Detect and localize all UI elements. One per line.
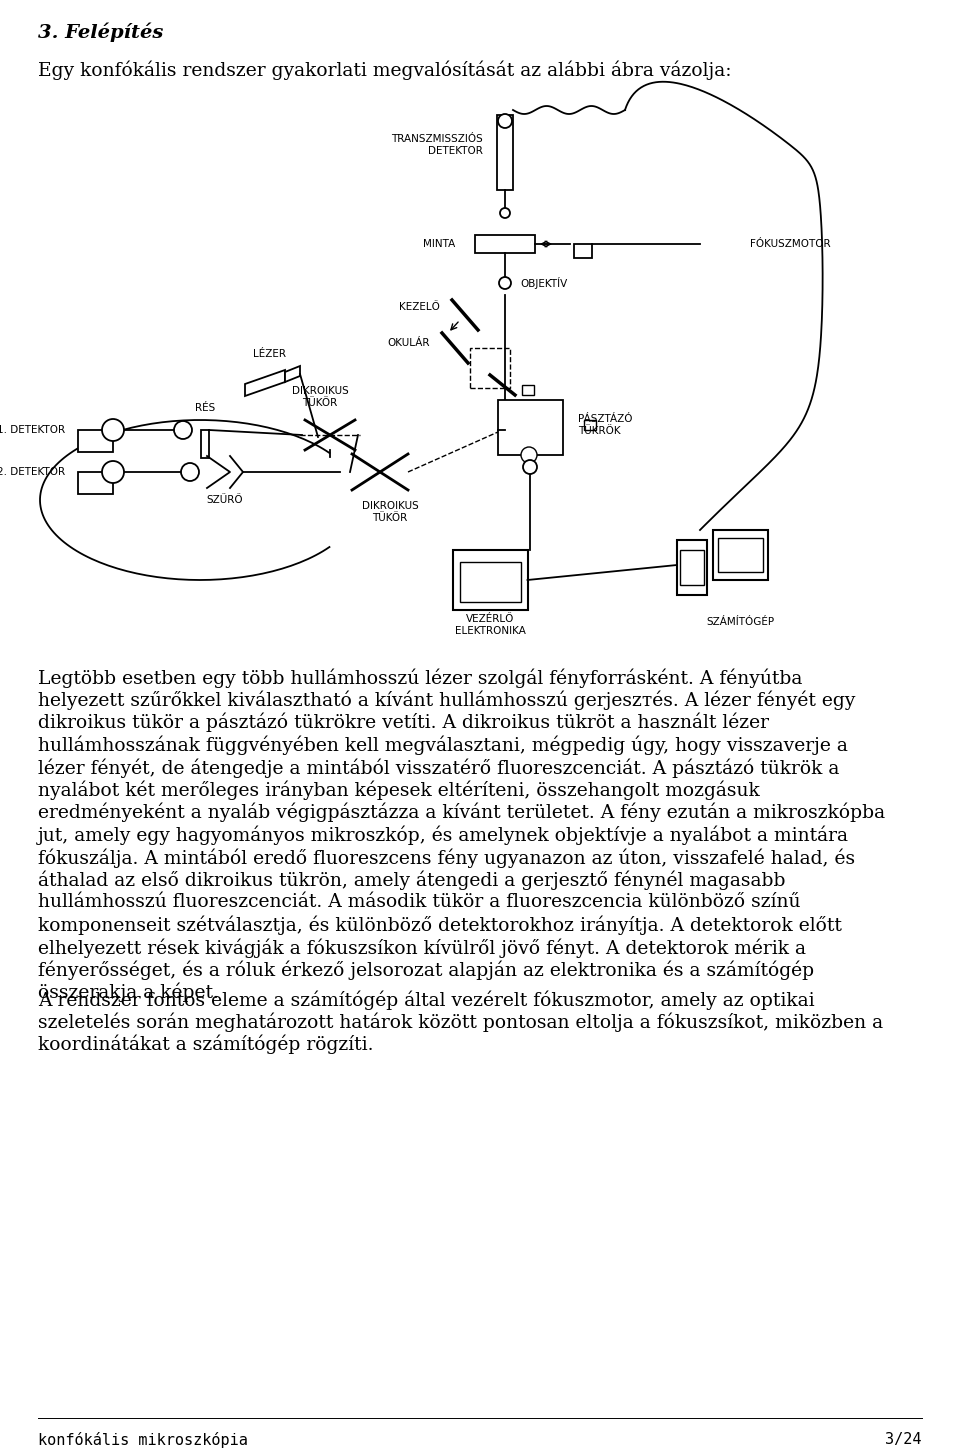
Text: FÓKUSZMOTOR: FÓKUSZMOTOR [750, 239, 830, 249]
Text: konfókális mikroszkópia: konfókális mikroszkópia [38, 1432, 248, 1448]
Text: jut, amely egy hagyományos mikroszkóp, és amelynek objektívje a nyalábot a mintá: jut, amely egy hagyományos mikroszkóp, é… [38, 825, 849, 846]
Text: OBJEKTÍV: OBJEKTÍV [520, 277, 567, 290]
Text: dikroikus tükör a pásztázó tükrökre vetíti. A dikroikus tükröt a használt lézer: dikroikus tükör a pásztázó tükrökre vetí… [38, 712, 769, 733]
Circle shape [102, 418, 124, 442]
Bar [680, 550, 704, 585]
Circle shape [174, 421, 192, 439]
Text: fényerősséget, és a róluk érkező jelsorozat alapján az elektronika és a számítóg: fényerősséget, és a róluk érkező jelsoro… [38, 960, 814, 980]
Polygon shape [285, 366, 300, 382]
Text: MINTA: MINTA [422, 239, 455, 249]
Text: 3/24: 3/24 [885, 1432, 922, 1447]
Text: 1. DETEKTOR: 1. DETEKTOR [0, 426, 65, 434]
Text: elhelyezett rések kivágják a fókuszsíkon kívülről jövő fényt. A detektorok mérik: elhelyezett rések kivágják a fókuszsíkon… [38, 938, 806, 957]
Circle shape [521, 447, 537, 463]
Text: TRANSZMISSZIÓS
DETEKTOR: TRANSZMISSZIÓS DETEKTOR [392, 135, 483, 156]
Bar [574, 245, 592, 258]
Circle shape [523, 460, 537, 473]
Bar [677, 540, 707, 595]
Text: 3. Felépítés: 3. Felépítés [38, 23, 163, 42]
Bar [584, 420, 596, 430]
Circle shape [102, 460, 124, 484]
Text: hullámhosszának függvényében kell megválasztani, mégpedig úgy, hogy visszaverje : hullámhosszának függvényében kell megvál… [38, 736, 848, 754]
Bar [78, 430, 112, 452]
Circle shape [500, 209, 510, 219]
Text: szeletelés során meghatározott határok között pontosan eltolja a fókuszsíkot, mi: szeletelés során meghatározott határok k… [38, 1012, 883, 1032]
Text: LÉZER: LÉZER [253, 349, 286, 359]
Text: áthalad az első dikroikus tükrön, amely átengedi a gerjesztő fénynél magasabb: áthalad az első dikroikus tükrön, amely … [38, 870, 785, 891]
Bar [452, 550, 527, 610]
Text: hullámhosszú fluoreszcenciát. A második tükör a fluoreszcencia különböző színű: hullámhosszú fluoreszcenciát. A második … [38, 893, 801, 911]
Text: KEZELŐ: KEZELŐ [399, 303, 440, 311]
Text: eredményeként a nyaláb végigpásztázza a kívánt területet. A fény ezután a mikros: eredményeként a nyaláb végigpásztázza a … [38, 804, 885, 822]
Text: 2. DETEKTOR: 2. DETEKTOR [0, 468, 65, 476]
Circle shape [498, 114, 512, 127]
Text: SZÁMÍTÓGÉP: SZÁMÍTÓGÉP [706, 617, 774, 627]
Circle shape [181, 463, 199, 481]
Text: PÁSZTÁZÓ
TÜKRÖK: PÁSZTÁZÓ TÜKRÖK [578, 414, 633, 436]
Text: összerakja a képet.: összerakja a képet. [38, 983, 219, 1002]
Bar [201, 430, 209, 458]
Text: DIKROIKUS
TÜKÖR: DIKROIKUS TÜKÖR [362, 501, 419, 523]
Bar [497, 114, 513, 190]
Circle shape [499, 277, 511, 290]
Bar [475, 235, 535, 253]
Text: SZŰRŐ: SZŰRŐ [206, 495, 243, 505]
Text: fókuszálja. A mintából eredő fluoreszcens fény ugyanazon az úton, visszafelé hal: fókuszálja. A mintából eredő fluoreszcen… [38, 849, 855, 867]
Text: Egy konfókális rendszer gyakorlati megvalósítását az alábbi ábra vázolja:: Egy konfókális rendszer gyakorlati megva… [38, 59, 732, 80]
Text: koordinátákat a számítógép rögzíti.: koordinátákat a számítógép rögzíti. [38, 1035, 373, 1054]
Text: OKULÁR: OKULÁR [388, 337, 430, 348]
Text: VEZÉRLŐ
ELEKTRONIKA: VEZÉRLŐ ELEKTRONIKA [455, 614, 525, 636]
Text: Legtöbb esetben egy több hullámhosszú lézer szolgál fényforrásként. A fényútba: Legtöbb esetben egy több hullámhosszú lé… [38, 668, 803, 688]
Text: RÉS: RÉS [195, 403, 215, 413]
Text: DIKROIKUS
TÜKÖR: DIKROIKUS TÜKÖR [292, 387, 348, 408]
Text: A rendszer fontos eleme a számítógép által vezérelt fókuszmotor, amely az optika: A rendszer fontos eleme a számítógép ált… [38, 990, 815, 1009]
Bar [497, 400, 563, 455]
Bar [78, 472, 112, 494]
Bar [470, 348, 510, 388]
Bar [522, 385, 534, 395]
Bar [712, 530, 767, 581]
Polygon shape [245, 371, 285, 395]
Text: lézer fényét, de átengedje a mintából visszatérő fluoreszcenciát. A pásztázó tük: lézer fényét, de átengedje a mintából vi… [38, 757, 839, 778]
Text: komponenseit szétválasztja, és különböző detektorokhoz irányítja. A detektorok e: komponenseit szétválasztja, és különböző… [38, 915, 842, 935]
Text: nyalábot két merőleges irányban képesek eltéríteni, összehangolt mozgásuk: nyalábot két merőleges irányban képesek … [38, 780, 759, 799]
Bar [460, 562, 520, 602]
Bar [717, 539, 762, 572]
Text: helyezett szűrőkkel kiválasztható a kívánt hullámhosszú gerjeszтés. A lézer fény: helyezett szűrőkkel kiválasztható a kívá… [38, 691, 855, 710]
